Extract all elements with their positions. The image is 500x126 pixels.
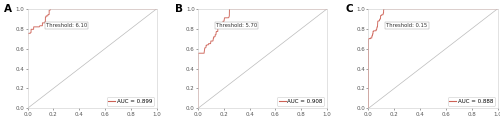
Legend: AUC = 0.908: AUC = 0.908: [277, 97, 324, 106]
Legend: AUC = 0.899: AUC = 0.899: [107, 97, 154, 106]
Text: B: B: [174, 4, 182, 14]
Text: Threshold: 5.70: Threshold: 5.70: [216, 23, 258, 28]
Text: A: A: [4, 4, 12, 14]
Text: C: C: [345, 4, 353, 14]
Text: Threshold: 0.15: Threshold: 0.15: [386, 23, 428, 28]
Legend: AUC = 0.888: AUC = 0.888: [448, 97, 494, 106]
Text: Threshold: 6.10: Threshold: 6.10: [46, 23, 87, 28]
